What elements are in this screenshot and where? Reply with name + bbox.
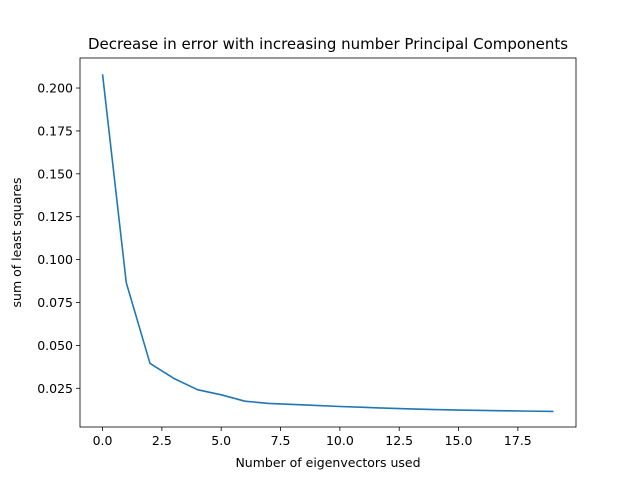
chart-title: Decrease in error with increasing number… [88, 35, 568, 53]
x-tick-label: 12.5 [385, 433, 413, 448]
x-axis-label: Number of eigenvectors used [235, 455, 420, 470]
x-axis: 0.0 2.5 5.0 7.5 10.0 12.5 15.0 17.5 [93, 427, 532, 448]
x-tick-label: 15.0 [445, 433, 473, 448]
plot-area-frame [79, 57, 577, 428]
x-tick-label: 0.0 [93, 433, 113, 448]
y-axis-label: sum of least squares [9, 178, 24, 308]
x-tick-label: 5.0 [211, 433, 231, 448]
y-axis: 0.025 0.050 0.075 0.100 0.125 0.150 0.175 0.200 [37, 81, 80, 396]
x-tick-label: 7.5 [271, 433, 291, 448]
y-tick-label: 0.100 [37, 252, 73, 267]
series-layer [101, 74, 554, 413]
series-line [101, 74, 554, 413]
x-tick-label: 10.0 [326, 433, 354, 448]
x-tick-label: 17.5 [504, 433, 532, 448]
y-tick-label: 0.175 [37, 123, 73, 138]
y-tick-label: 0.125 [37, 209, 73, 224]
y-tick-label: 0.050 [37, 338, 73, 353]
y-tick-label: 0.075 [37, 295, 73, 310]
x-tick-label: 2.5 [152, 433, 172, 448]
y-tick-label: 0.150 [37, 166, 73, 181]
y-tick-label: 0.025 [37, 381, 73, 396]
y-tick-label: 0.200 [37, 81, 73, 96]
